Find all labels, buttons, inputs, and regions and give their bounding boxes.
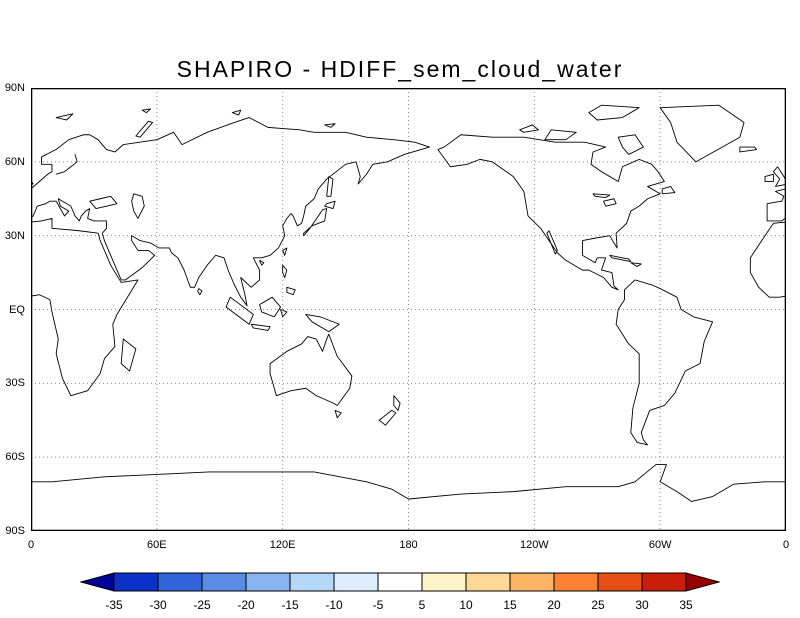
colorbar-cell <box>641 572 687 592</box>
lat-axis-label: 90N <box>4 82 25 94</box>
colorbar-cell <box>333 572 379 592</box>
lat-axis-label: 90S <box>5 525 25 537</box>
map-frame <box>31 88 786 531</box>
colorbar-cell <box>113 572 159 592</box>
lon-axis-label: 60W <box>648 539 672 551</box>
lat-axis-label: 60S <box>5 451 25 464</box>
lat-axis-label: 30N <box>4 229 25 242</box>
lon-axis-label: 60E <box>147 539 167 551</box>
colorbar-label: -35 <box>105 598 123 612</box>
grid-lines <box>31 88 786 531</box>
world-map: 90N 60N 30N EQ 30S 60S 90S 0 60E 120E 18… <box>5 82 789 551</box>
colorbar-label: -10 <box>325 598 343 612</box>
colorbar-label: 15 <box>503 598 517 612</box>
colorbar-label: -30 <box>149 598 167 612</box>
colorbar-cell <box>377 572 423 592</box>
colorbar-cell <box>553 572 599 592</box>
colorbar-label: 20 <box>547 598 561 612</box>
lat-axis-label: EQ <box>9 303 25 316</box>
colorbar-cell <box>245 572 291 592</box>
map-canvas <box>31 88 786 531</box>
colorbar-cell <box>421 572 467 592</box>
colorbar-right-arrow <box>685 572 720 592</box>
colorbar-left-arrow <box>80 572 115 592</box>
colorbar-label: -20 <box>237 598 255 612</box>
colorbar-cell <box>201 572 247 592</box>
lon-axis-label: 120E <box>269 539 296 551</box>
lon-axis-label: 180 <box>399 539 418 551</box>
lat-axis-label: 60N <box>4 155 25 168</box>
colorbar-label: -5 <box>372 598 384 612</box>
colorbar-label: 10 <box>459 598 473 612</box>
colorbar-label: 25 <box>591 598 605 612</box>
plot-title: SHAPIRO - HDIFF_sem_cloud_water <box>176 56 624 82</box>
lon-axis-label: 120W <box>519 539 549 551</box>
colorbar-label: 5 <box>418 598 426 612</box>
colorbar-cell <box>465 572 511 592</box>
colorbar-cell <box>597 572 643 592</box>
colorbar-cell <box>157 572 203 592</box>
colorbar-label: -15 <box>281 598 299 612</box>
colorbar-label: -25 <box>193 598 211 612</box>
colorbar-label: 30 <box>635 598 649 612</box>
colorbar <box>80 572 720 592</box>
colorbar-label: 35 <box>679 598 693 612</box>
colorbar-labels: -35 -30 -25 -20 -15 -10 -5 5 10 15 20 25 30 35 <box>80 598 720 612</box>
lon-axis-label: 0 <box>27 539 35 551</box>
colorbar-cell <box>289 572 335 592</box>
lat-axis-label: 30S <box>5 377 25 390</box>
colorbar-cell <box>509 572 555 592</box>
lon-axis-label: 0 <box>782 539 790 551</box>
